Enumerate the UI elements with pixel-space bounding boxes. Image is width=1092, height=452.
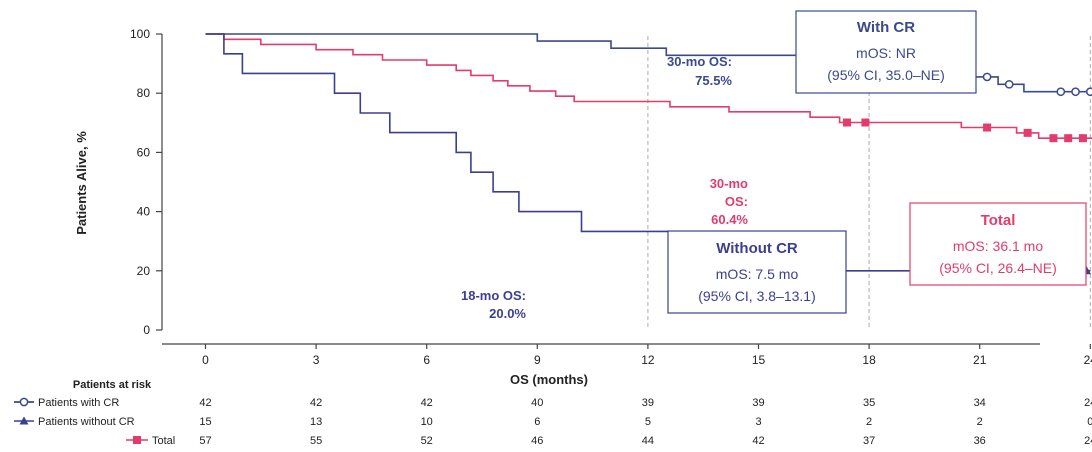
without-cr-box: Without CR mOS: 7.5 mo (95% CI, 3.8–13.1… bbox=[667, 230, 847, 314]
censor-mark-total bbox=[983, 123, 992, 132]
risk-row-label: Patients without CR bbox=[38, 416, 135, 428]
risk-value: 46 bbox=[531, 435, 543, 447]
risk-value: 34 bbox=[974, 397, 986, 409]
x-tick-label: 3 bbox=[313, 353, 320, 367]
y-tick-label: 100 bbox=[130, 27, 150, 41]
censor-mark-cr bbox=[1004, 79, 1014, 89]
risk-value: 35 bbox=[863, 397, 875, 409]
risk-value: 42 bbox=[421, 397, 433, 409]
censor-mark-cr bbox=[1056, 87, 1066, 97]
without-cr-box-title: Without CR bbox=[716, 240, 798, 257]
y-tick-label: 80 bbox=[137, 86, 151, 100]
censor-mark-cr bbox=[982, 72, 992, 82]
risk-value: 42 bbox=[199, 397, 211, 409]
risk-value: 39 bbox=[752, 397, 764, 409]
risk-value: 37 bbox=[863, 435, 875, 447]
with-cr-box: With CR mOS: NR (95% CI, 35.0–NE) bbox=[795, 10, 977, 94]
y-tick-label: 40 bbox=[137, 205, 151, 219]
risk-value: 2 bbox=[977, 416, 983, 428]
x-tick-label: 15 bbox=[752, 353, 766, 367]
km-curve-cr bbox=[205, 33, 1092, 93]
x-tick-label: 21 bbox=[973, 353, 987, 367]
y-tick-label: 20 bbox=[137, 264, 151, 278]
risk-table-title: Patients at risk bbox=[73, 379, 152, 391]
total-box-median: mOS: 36.1 mo bbox=[953, 238, 1043, 254]
risk-value: 52 bbox=[421, 435, 433, 447]
km-curve-without-cr bbox=[205, 33, 1091, 272]
risk-value: 36 bbox=[974, 435, 986, 447]
risk-value: 15 bbox=[199, 416, 211, 428]
x-tick-label: 12 bbox=[641, 353, 655, 367]
censor-mark-cr bbox=[1085, 87, 1092, 97]
risk-value: 42 bbox=[310, 397, 322, 409]
censor-mark-total bbox=[861, 118, 870, 127]
risk-value: 2 bbox=[866, 416, 872, 428]
censor-mark-cr bbox=[1071, 87, 1080, 97]
y-tick-label: 60 bbox=[137, 145, 151, 159]
censor-mark-total bbox=[1049, 134, 1058, 143]
without-cr-18mo-value: 20.0% bbox=[489, 306, 526, 321]
without-cr-18mo-annotation: 18-mo OS: 20.0% bbox=[461, 288, 526, 321]
series-total bbox=[205, 33, 1092, 143]
with-cr-box-ci: (95% CI, 35.0–NE) bbox=[827, 67, 945, 83]
risk-value: 57 bbox=[199, 435, 211, 447]
censor-mark-total bbox=[842, 118, 851, 127]
with-cr-box-median: mOS: NR bbox=[856, 45, 916, 61]
risk-legend-marker bbox=[19, 416, 29, 425]
risk-value: 55 bbox=[310, 435, 322, 447]
risk-value: 42 bbox=[752, 435, 764, 447]
cr-30mo-value: 75.5% bbox=[695, 73, 732, 88]
total-30mo-label-1: 30-mo bbox=[710, 176, 748, 191]
risk-value: 24 bbox=[1084, 397, 1092, 409]
risk-row-without-cr: Patients without CR1513106532200000 bbox=[14, 416, 1092, 428]
x-tick-label: 6 bbox=[423, 353, 430, 367]
x-tick-label: 0 bbox=[202, 353, 209, 367]
risk-legend-marker bbox=[19, 397, 29, 407]
cr-30mo-annotation: 30-mo OS: 75.5% bbox=[667, 54, 732, 88]
risk-value: 24 bbox=[1084, 435, 1092, 447]
x-tick-label: 9 bbox=[534, 353, 541, 367]
total-30mo-annotation: 30-mo OS: 60.4% bbox=[710, 176, 749, 227]
x-tick-label: 24 bbox=[1084, 353, 1092, 367]
total-30mo-label-2: OS: bbox=[725, 194, 748, 209]
risk-legend-marker bbox=[133, 436, 141, 444]
censor-mark-total bbox=[1078, 134, 1087, 143]
risk-row-cr: Patients with CR424242403939353424141095 bbox=[14, 397, 1092, 409]
risk-table: Patients with CR424242403939353424141095… bbox=[14, 397, 1092, 447]
total-box: Total mOS: 36.1 mo (95% CI, 26.4–NE) bbox=[909, 202, 1087, 286]
without-cr-18mo-label: 18-mo OS: bbox=[461, 288, 526, 303]
risk-value: 6 bbox=[534, 416, 540, 428]
risk-value: 0 bbox=[1087, 416, 1092, 428]
x-tick-label: 18 bbox=[862, 353, 876, 367]
risk-value: 3 bbox=[755, 416, 761, 428]
cr-30mo-label: 30-mo OS: bbox=[667, 54, 732, 69]
risk-value: 39 bbox=[642, 397, 654, 409]
km-curve-total bbox=[205, 33, 1092, 139]
risk-value: 5 bbox=[645, 416, 651, 428]
y-axis-label: Patients Alive, % bbox=[74, 131, 89, 235]
x-axis-label: OS (months) bbox=[510, 372, 588, 387]
total-30mo-value: 60.4% bbox=[711, 212, 748, 227]
risk-value: 40 bbox=[531, 397, 543, 409]
axes: 0204060801000369121518212427303336ᵃ bbox=[130, 27, 1092, 367]
risk-row-label: Total bbox=[152, 435, 175, 447]
total-box-title: Total bbox=[981, 212, 1016, 229]
without-cr-box-ci: (95% CI, 3.8–13.1) bbox=[698, 288, 816, 304]
with-cr-box-title: With CR bbox=[857, 19, 915, 36]
risk-value: 10 bbox=[421, 416, 433, 428]
total-box-ci: (95% CI, 26.4–NE) bbox=[939, 260, 1057, 276]
risk-value: 44 bbox=[642, 435, 654, 447]
y-tick-label: 0 bbox=[143, 323, 150, 337]
risk-row-total: Total575552464442373624141095 bbox=[126, 435, 1092, 447]
without-cr-box-median: mOS: 7.5 mo bbox=[716, 266, 799, 282]
risk-value: 13 bbox=[310, 416, 322, 428]
censor-mark-total bbox=[1023, 128, 1032, 137]
censor-mark-total bbox=[1064, 134, 1073, 143]
risk-row-label: Patients with CR bbox=[38, 397, 119, 409]
